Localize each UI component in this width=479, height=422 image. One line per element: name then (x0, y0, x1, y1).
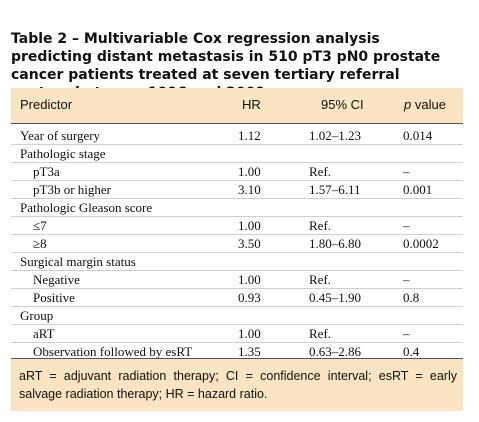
table-footnote: aRT = adjuvant radiation therapy; CI = c… (19, 369, 457, 401)
header-ci: 95% CI (321, 97, 364, 112)
row-label: Surgical margin status (20, 254, 136, 269)
row-ci: 1.02–1.23 (309, 128, 361, 143)
row-p-value: – (403, 272, 410, 287)
row-label: Group (20, 308, 54, 323)
row-ci: 1.80–6.80 (309, 236, 361, 251)
header-p-italic: p (404, 97, 412, 112)
table-row: pT3a 1.00 Ref. – (11, 163, 463, 181)
row-label: Pathologic Gleason score (20, 200, 153, 215)
table-body: Year of surgery 1.12 1.02–1.23 0.014 Patholo… (11, 127, 463, 361)
row-p-value: 0.4 (403, 344, 420, 359)
row-label: Pathologic stage (20, 146, 106, 161)
table-row: Group (11, 307, 463, 325)
row-p-value: – (403, 326, 410, 341)
table-row: Negative 1.00 Ref. – (11, 271, 463, 289)
row-hr: 1.35 (238, 344, 261, 359)
header-predictor: Predictor (20, 97, 73, 112)
row-p-value: – (403, 164, 410, 179)
row-label: aRT (33, 326, 55, 341)
table-row: Pathologic Gleason score (11, 199, 463, 217)
table-footnote-box: aRT = adjuvant radiation therapy; CI = c… (11, 358, 463, 411)
row-hr: 1.00 (238, 326, 261, 341)
row-p-value: 0.014 (403, 128, 433, 143)
row-ci: 0.63–2.86 (309, 344, 361, 359)
row-hr: 3.50 (238, 236, 261, 251)
row-ci: Ref. (309, 218, 332, 233)
row-label: Year of surgery (20, 128, 101, 143)
row-label: ≥8 (33, 236, 47, 251)
table-row: ≥8 3.50 1.80–6.80 0.0002 (11, 235, 463, 253)
header-p-rest: value (411, 97, 446, 112)
table-row: Surgical margin status (11, 253, 463, 271)
header-hr: HR (242, 97, 261, 112)
row-label: pT3b or higher (33, 182, 111, 197)
row-ci: Ref. (309, 326, 332, 341)
row-label: pT3a (33, 164, 60, 179)
row-p-value: 0.8 (403, 290, 420, 305)
row-hr: 1.00 (238, 272, 261, 287)
row-label: ≤7 (33, 218, 47, 233)
table-row: aRT 1.00 Ref. – (11, 325, 463, 343)
table-header: Predictor HR 95% CI p value (11, 88, 463, 124)
row-hr: 1.00 (238, 218, 261, 233)
row-ci: 1.57–6.11 (309, 182, 361, 197)
row-label: Observation followed by esRT (33, 344, 193, 359)
row-ci: Ref. (309, 164, 332, 179)
row-ci: Ref. (309, 272, 332, 287)
table-row: Observation followed by esRT 1.35 0.63–2.8… (11, 343, 463, 361)
row-hr: 0.93 (238, 290, 261, 305)
table-row: Pathologic stage (11, 145, 463, 163)
row-label: Positive (33, 290, 75, 305)
row-hr: 3.10 (238, 182, 261, 197)
row-hr: 1.12 (238, 128, 261, 143)
table-row: Year of surgery 1.12 1.02–1.23 0.014 (11, 127, 463, 145)
table-row: ≤7 1.00 Ref. – (11, 217, 463, 235)
row-p-value: – (403, 218, 410, 233)
row-p-value: 0.001 (403, 182, 433, 197)
row-p-value: 0.0002 (403, 236, 439, 251)
row-hr: 1.00 (238, 164, 261, 179)
row-ci: 0.45–1.90 (309, 290, 361, 305)
table-row: pT3b or higher 3.10 1.57–6.11 0.001 (11, 181, 463, 199)
table-row: Positive 0.93 0.45–1.90 0.8 (11, 289, 463, 307)
header-p-value: p value (404, 97, 446, 112)
row-label: Negative (33, 272, 80, 287)
